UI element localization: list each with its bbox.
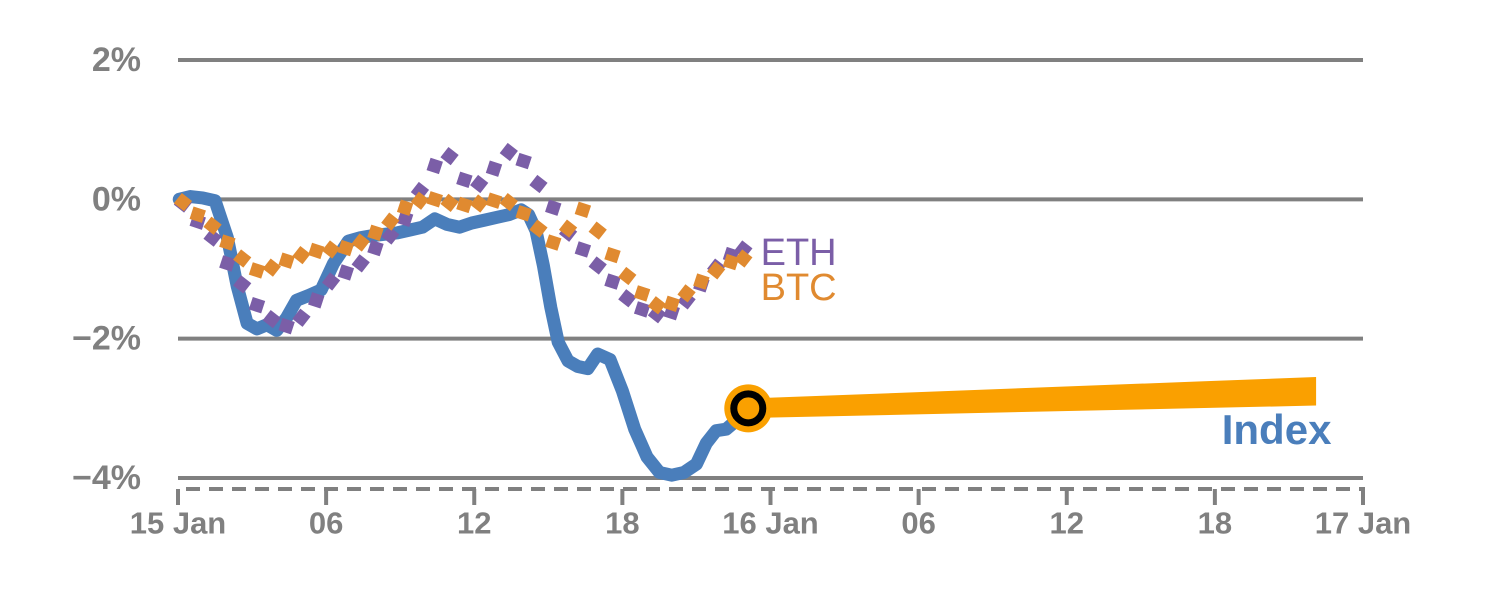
dot-marker: [203, 216, 222, 235]
dot-marker: [707, 261, 726, 280]
dot-marker: [292, 308, 311, 327]
dot-marker: [381, 212, 400, 231]
line-path-index: [172, 190, 755, 482]
dot-marker: [219, 234, 236, 251]
dot-marker: [499, 142, 518, 162]
dot-marker: [248, 262, 266, 279]
y-axis-label: 0%: [92, 180, 141, 218]
marker-ring[interactable]: [730, 390, 767, 427]
dot-marker: [647, 296, 667, 315]
marker-inner-disc[interactable]: [738, 398, 759, 419]
series-index: [172, 190, 755, 482]
forecast-band: [748, 376, 1317, 419]
dot-marker: [426, 157, 443, 175]
dot-marker: [367, 239, 384, 257]
dot-marker: [262, 258, 281, 277]
series-label-btc: BTC: [761, 267, 837, 309]
dot-marker: [381, 226, 400, 245]
dot-marker: [410, 191, 430, 210]
x-axis-label: 15 Jan: [130, 505, 227, 540]
dot-marker: [426, 191, 443, 208]
y-axis-label: −2%: [72, 320, 141, 358]
y-axis-labels: 2% 0% −2% −4%: [72, 41, 141, 497]
x-axis-label: 16 Jan: [722, 505, 819, 540]
dot-marker: [734, 249, 753, 268]
x-axis-label: 12: [457, 505, 491, 540]
dot-marker: [308, 242, 325, 260]
dot-marker: [499, 192, 518, 212]
dot-marker: [456, 196, 473, 214]
dot-marker: [618, 289, 637, 308]
dot-marker: [321, 272, 341, 291]
dot-marker: [308, 292, 325, 309]
dot-marker: [248, 297, 266, 314]
dot-marker: [278, 252, 295, 269]
dot-marker: [173, 192, 193, 212]
dot-marker: [574, 201, 592, 218]
dot-marker: [233, 249, 252, 268]
dot-marker: [529, 219, 548, 238]
series-btc: [173, 191, 753, 315]
dot-marker: [722, 253, 740, 271]
y-axis-label: 2%: [92, 41, 141, 79]
dot-marker: [219, 255, 236, 272]
dot-marker: [633, 285, 651, 302]
dot-marker: [529, 174, 548, 194]
dot-marker: [337, 264, 355, 281]
x-axis-label: 18: [1198, 505, 1232, 540]
dot-marker: [515, 205, 532, 222]
dot-marker: [574, 241, 592, 258]
series-label-eth: ETH: [761, 232, 837, 274]
dot-marker: [410, 181, 430, 201]
dot-marker: [604, 246, 621, 264]
dot-marker: [203, 228, 222, 247]
series-label-index: Index: [1222, 406, 1332, 453]
gridlines: [178, 58, 1363, 480]
dot-marker: [351, 233, 370, 252]
dot-marker: [440, 193, 459, 212]
dot-marker: [337, 239, 355, 257]
dot-marker: [633, 301, 651, 318]
dot-marker: [278, 317, 295, 335]
dot-marker: [604, 273, 621, 290]
dot-marker: [396, 199, 414, 216]
x-axis-labels: 15 Jan 06 12 18 16 Jan 06 12 18 17 Jan: [130, 505, 1412, 540]
x-axis-label: 12: [1050, 505, 1084, 540]
dot-marker: [588, 256, 607, 275]
dot-marker: [262, 310, 281, 329]
dot-marker: [515, 152, 532, 170]
x-axis-label: 18: [605, 505, 639, 540]
dot-marker: [456, 171, 473, 189]
current-point-marker[interactable]: [724, 384, 773, 433]
dot-marker: [663, 295, 680, 313]
x-axis-label: 06: [901, 505, 935, 540]
x-axis-label: 06: [309, 505, 343, 540]
dot-marker: [588, 221, 607, 240]
dot-marker: [233, 275, 252, 294]
dot-marker: [321, 240, 341, 259]
y-axis-label: −4%: [72, 459, 141, 497]
x-axis-ticks: [176, 489, 1365, 505]
dot-marker: [292, 245, 311, 265]
dot-marker: [485, 160, 503, 177]
dot-marker: [470, 194, 489, 213]
series-group: [172, 142, 755, 482]
dot-marker: [545, 199, 562, 216]
dot-marker: [367, 224, 384, 241]
dot-marker: [545, 234, 562, 251]
dot-marker: [440, 147, 459, 166]
dot-marker: [470, 174, 489, 194]
dot-marker: [693, 273, 710, 290]
dot-marker: [677, 284, 696, 303]
forecast-cone-shape: [748, 376, 1317, 419]
x-axis-label: 17 Jan: [1315, 505, 1412, 540]
dot-marker: [351, 254, 370, 273]
dot-marker: [485, 192, 503, 209]
dot-marker: [189, 206, 206, 223]
dot-marker: [558, 219, 578, 238]
dot-marker: [618, 266, 637, 286]
